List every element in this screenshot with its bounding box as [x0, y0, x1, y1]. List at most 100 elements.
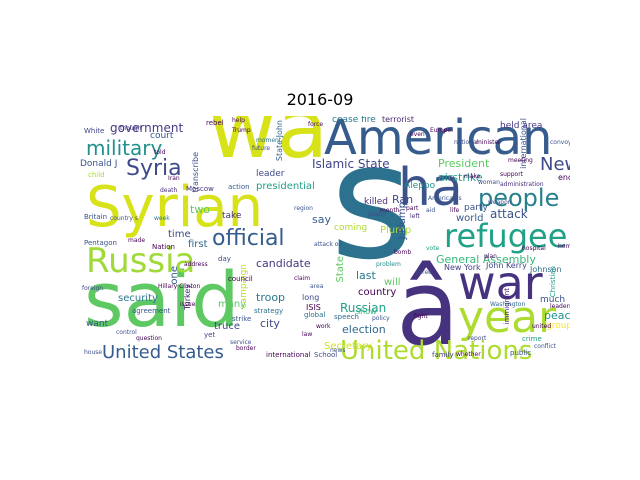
word-ha: ha	[398, 158, 463, 218]
word-general-assembly: General Assembly	[436, 253, 536, 266]
word-russian: Russian	[340, 301, 387, 315]
word-truce: truce	[214, 321, 241, 332]
word-one: one	[169, 266, 180, 285]
word-state: State	[335, 256, 346, 283]
word-held-area: held area	[500, 121, 543, 131]
word-trump: Trump	[232, 127, 251, 134]
word-power: power	[368, 211, 387, 218]
word-life: life	[450, 207, 460, 214]
word-plump: Plump	[380, 225, 412, 236]
word-part: part	[406, 205, 419, 212]
word-aleppo: Aleppo	[404, 181, 436, 191]
word-report: report	[468, 335, 487, 342]
word-american: American	[324, 116, 553, 166]
word-campaign: campaign	[239, 264, 249, 309]
word-question: question	[136, 335, 162, 342]
word-presidential: presidential	[256, 181, 315, 192]
word-strategy: strategy	[254, 307, 284, 315]
word-white: White	[84, 127, 105, 135]
word-city: city	[260, 317, 280, 330]
word-johnson: Johnson	[530, 265, 562, 274]
word-law: law	[302, 331, 313, 338]
word-foreign: foreign	[82, 285, 104, 292]
word-news: news	[330, 347, 346, 354]
word-isis: ISIS	[306, 303, 321, 312]
word-hospital: hospital	[522, 245, 546, 252]
word-europe: Europe	[430, 127, 452, 134]
word-leader: leader	[256, 169, 285, 179]
word-attack-on: attack on	[314, 241, 343, 248]
word-moscow: Moscow	[186, 185, 214, 193]
word-cloud: wa said s American Syrian ha â war year …	[80, 116, 570, 361]
word-cease-fire: cease fire	[332, 116, 376, 125]
word-party: party	[464, 203, 488, 213]
word-say: say	[312, 213, 331, 226]
word-syria: Syria	[126, 156, 182, 181]
word-airstrike: airstrike	[438, 171, 483, 184]
word-strike: strike	[232, 315, 252, 323]
word-military: military	[86, 136, 163, 160]
word-long: long	[302, 293, 320, 302]
word-election: election	[342, 323, 386, 336]
word-many: many	[218, 299, 247, 310]
word-government: government	[110, 121, 184, 135]
word-candidate: candidate	[256, 257, 311, 270]
word-week: week	[154, 215, 170, 222]
word-leaders: leaders	[550, 303, 570, 310]
word-country: country	[358, 287, 397, 298]
word-world: world	[456, 213, 484, 224]
word-vote: vote	[426, 245, 440, 252]
word-nation: Nation	[152, 243, 175, 251]
word-will: will	[384, 277, 401, 288]
word-problem: problem	[376, 261, 401, 268]
word-security: security	[118, 293, 158, 304]
word-three: three	[416, 269, 432, 276]
word-terrorist: terrorist	[382, 116, 415, 124]
word-issue: issue	[180, 301, 196, 308]
word-iran: Iran	[168, 175, 180, 182]
word-service: service	[230, 339, 252, 346]
word-death: death	[160, 187, 178, 194]
word-woman: woman	[478, 179, 500, 186]
word-refugee: refugee	[444, 217, 568, 255]
word-peace: peace	[544, 309, 570, 322]
word-though: though	[120, 125, 142, 132]
word-islamic-state: Islamic State	[312, 157, 390, 171]
word-day: day	[218, 255, 231, 263]
word-end: end	[558, 173, 570, 182]
word-moment: moment	[256, 137, 282, 144]
word-pentagon: Pentagon	[84, 239, 117, 247]
word-help: help	[232, 117, 245, 124]
word-time: time	[168, 229, 191, 240]
word-plan: plan	[484, 253, 497, 260]
word-address: address	[184, 261, 208, 268]
word-national: national	[454, 139, 479, 146]
word-left: left	[410, 213, 420, 220]
word-killed: killed	[364, 197, 388, 207]
word-bomb: bomb	[394, 249, 412, 256]
word-school: School	[314, 351, 338, 359]
word-fight: fight	[414, 313, 428, 320]
word-s: s	[330, 116, 414, 295]
word-yet: yet	[204, 331, 216, 339]
word-rebel: rebel	[206, 119, 224, 127]
word-show: show	[356, 307, 377, 316]
word-house: house	[84, 349, 103, 356]
word-minister: minister	[476, 139, 501, 146]
word-want: want	[86, 319, 109, 329]
word-force: force	[308, 121, 324, 128]
word-britain: Britain	[84, 213, 108, 221]
word-a-circ: â	[396, 247, 460, 361]
word-christian: Christian	[549, 266, 557, 298]
word-control: control	[116, 329, 137, 336]
word-syrian: Syrian	[86, 175, 264, 240]
word-people: people	[478, 184, 560, 212]
word-month: month	[380, 207, 400, 214]
word-home: home	[558, 243, 570, 250]
word-take: take	[222, 211, 242, 221]
word-new: New	[540, 154, 570, 175]
word-court: court	[150, 131, 174, 141]
word-work: work	[316, 323, 331, 330]
word-washington: Washington	[490, 301, 526, 308]
